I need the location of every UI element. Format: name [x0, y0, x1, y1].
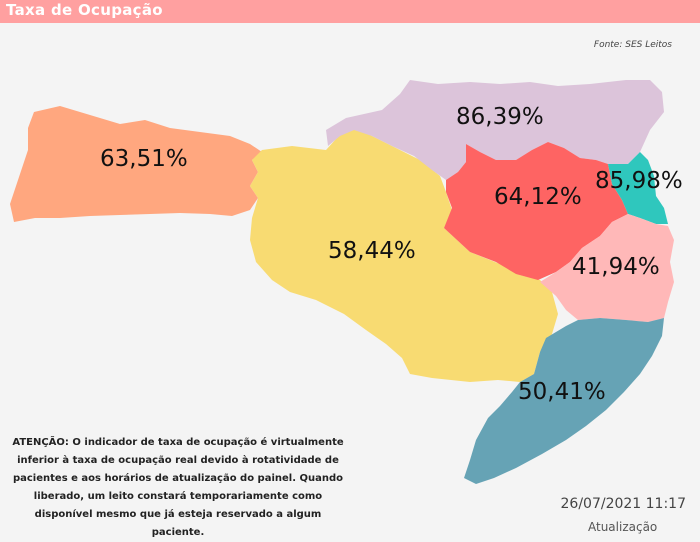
region-coast-north[interactable]	[608, 152, 668, 224]
rate-label-west: 63,51%	[100, 146, 188, 172]
rate-label-coast-north: 85,98%	[595, 168, 683, 194]
rate-label-south: 50,41%	[518, 379, 606, 405]
region-coast-central[interactable]	[540, 214, 674, 322]
rate-label-northeast: 86,39%	[456, 104, 544, 130]
region-south[interactable]	[464, 318, 664, 484]
region-central[interactable]	[250, 128, 558, 382]
rate-label-central: 58,44%	[328, 238, 416, 264]
rate-label-coast-central: 41,94%	[572, 254, 660, 280]
title-bar: Taxa de Ocupação	[0, 0, 700, 23]
region-midwest[interactable]	[444, 142, 628, 280]
page-title: Taxa de Ocupação	[6, 1, 163, 19]
update-label: Atualização	[588, 520, 658, 534]
rate-label-midwest: 64,12%	[494, 184, 582, 210]
occupancy-notice: ATENÇÃO: O indicador de taxa de ocupação…	[12, 437, 344, 538]
update-timestamp: 26/07/2021 11:17	[560, 496, 687, 512]
region-west[interactable]	[10, 106, 262, 222]
source-note: Fonte: SES Leitos	[593, 40, 672, 50]
region-northeast[interactable]	[326, 80, 664, 180]
